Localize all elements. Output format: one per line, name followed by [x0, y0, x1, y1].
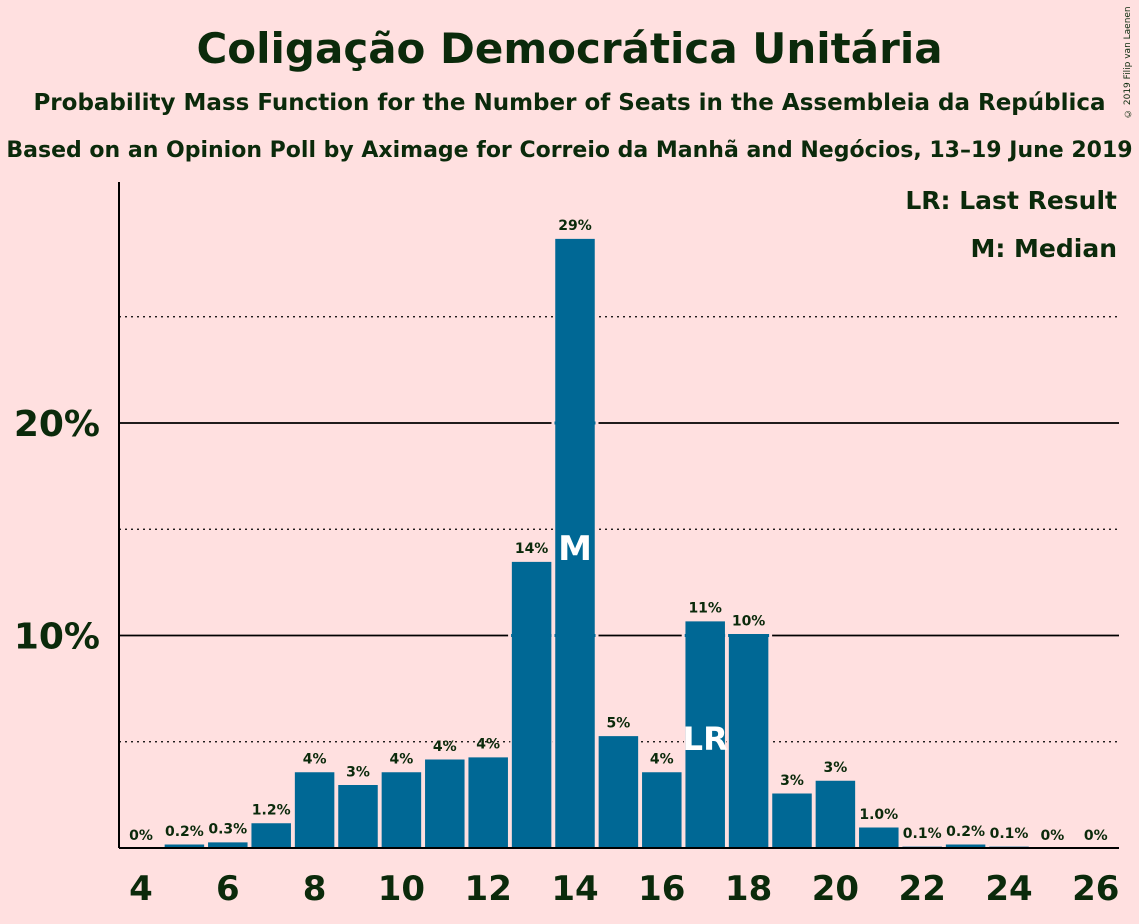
- data-label-19: 3%: [780, 773, 804, 789]
- bar-18: [727, 632, 770, 849]
- data-label-22: 0.1%: [903, 826, 942, 842]
- data-label-4: 0%: [129, 828, 153, 844]
- grid-gap-fill: [728, 634, 770, 637]
- y-tick-label: 20%: [14, 404, 100, 445]
- data-label-21: 1.0%: [859, 807, 898, 823]
- bar-7: [249, 821, 293, 849]
- data-label-9: 3%: [346, 764, 370, 780]
- data-label-24: 0.1%: [990, 826, 1029, 842]
- data-label-5: 0.2%: [165, 824, 204, 840]
- bar-14: [553, 237, 597, 849]
- data-label-6: 0.3%: [208, 822, 247, 838]
- x-tick-label: 4: [129, 869, 153, 909]
- legend-last-result: LR: Last Result: [905, 186, 1117, 215]
- data-label-12: 4%: [476, 737, 500, 753]
- data-label-14: 29%: [558, 218, 592, 234]
- data-label-23: 0.2%: [946, 824, 985, 840]
- bar-8: [293, 770, 336, 849]
- bar-13: [510, 560, 553, 849]
- bar-21: [857, 826, 901, 849]
- x-tick-label: 20: [812, 869, 859, 909]
- bar-10: [380, 770, 423, 849]
- data-label-7: 1.2%: [252, 803, 291, 819]
- data-label-17: 11%: [688, 601, 722, 617]
- x-tick-label: 16: [638, 869, 685, 909]
- bar-19: [770, 792, 814, 849]
- bar-15: [597, 734, 640, 849]
- data-label-25: 0%: [1041, 828, 1065, 844]
- x-tick-label: 24: [985, 869, 1032, 909]
- grid-gap-fill: [554, 421, 596, 425]
- x-tick-label: 12: [465, 869, 512, 909]
- data-label-26: 0%: [1084, 828, 1108, 844]
- x-tick-label: 10: [378, 869, 425, 909]
- x-tick-label: 18: [725, 869, 772, 909]
- median-marker: M: [558, 529, 592, 569]
- bar-12: [466, 755, 510, 849]
- bar-16: [640, 770, 684, 849]
- grid-gap-fill: [511, 634, 553, 637]
- bar-9: [336, 783, 380, 849]
- chart-subtitle-source: Based on an Opinion Poll by Aximage for …: [6, 138, 1133, 163]
- data-label-15: 5%: [607, 715, 631, 731]
- x-tick-label: 6: [216, 869, 240, 909]
- grid-gap-fill: [684, 634, 726, 637]
- legend-median: M: Median: [970, 234, 1117, 263]
- data-label-13: 14%: [515, 541, 549, 557]
- x-tick-label: 14: [551, 869, 598, 909]
- grid-gap-fill: [554, 634, 596, 637]
- data-label-18: 10%: [732, 613, 766, 629]
- data-label-11: 4%: [433, 739, 457, 755]
- data-label-16: 4%: [650, 752, 674, 768]
- x-tick-label: 26: [1072, 869, 1119, 909]
- chart-subtitle: Probability Mass Function for the Number…: [33, 90, 1106, 116]
- bar-17: [683, 619, 727, 849]
- data-label-10: 4%: [390, 752, 414, 768]
- y-tick-label: 10%: [14, 617, 100, 658]
- bar-11: [423, 758, 467, 849]
- x-tick-label: 8: [303, 869, 327, 909]
- x-tick-label: 22: [899, 869, 946, 909]
- last-result-marker: LR: [683, 720, 728, 758]
- data-label-8: 4%: [303, 752, 327, 768]
- chart-title: Coligação Democrática Unitária: [196, 24, 943, 73]
- data-label-20: 3%: [824, 760, 848, 776]
- bar-20: [814, 779, 857, 849]
